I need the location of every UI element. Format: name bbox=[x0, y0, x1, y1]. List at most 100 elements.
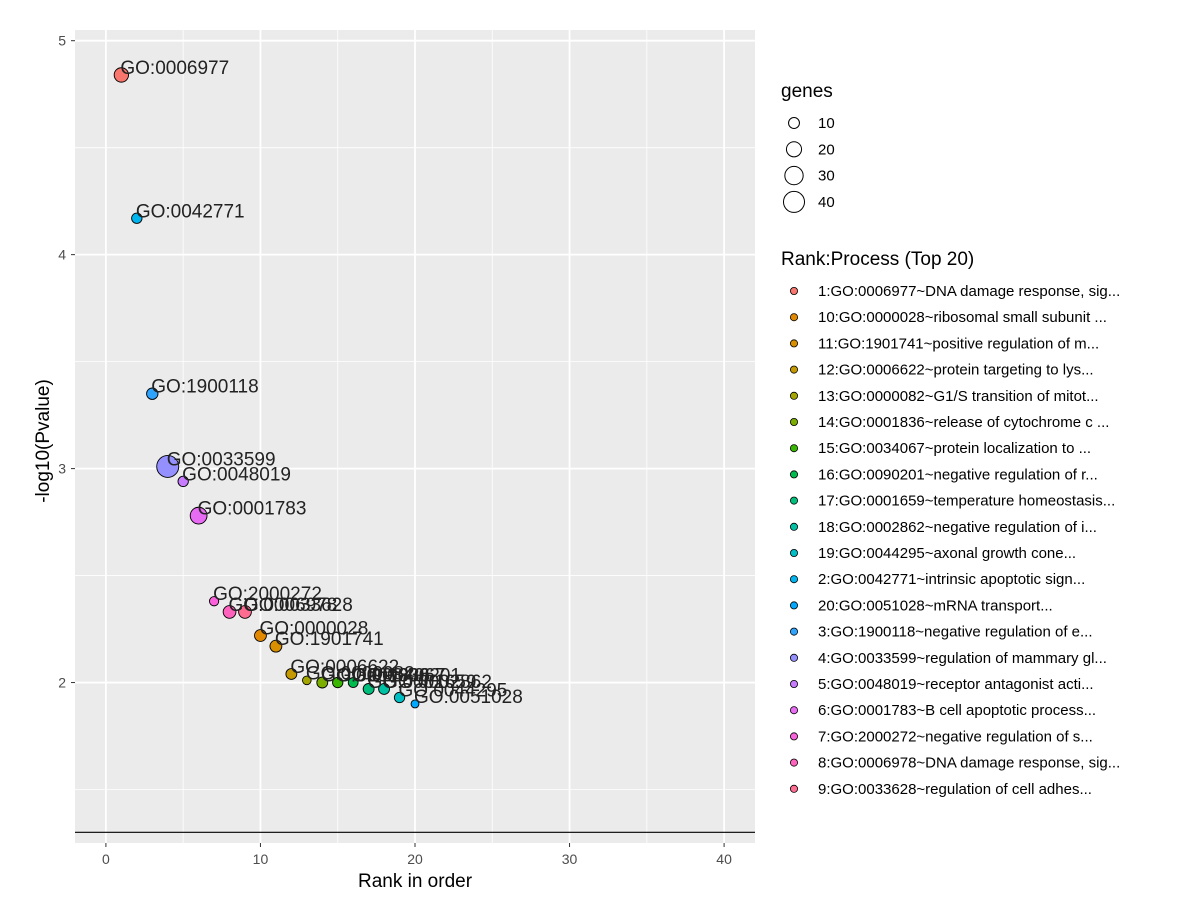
y-tick-label: 5 bbox=[58, 33, 66, 49]
x-tick-label: 40 bbox=[716, 851, 732, 867]
data-point bbox=[238, 605, 252, 619]
legend-color-key bbox=[790, 339, 799, 348]
legend-size-key bbox=[784, 165, 804, 186]
data-point bbox=[177, 475, 189, 488]
legend-color-label: 11:GO:1901741~positive regulation of m..… bbox=[818, 335, 1099, 352]
data-point bbox=[332, 676, 344, 689]
data-point bbox=[410, 699, 420, 709]
data-point bbox=[393, 691, 406, 704]
data-point bbox=[209, 596, 220, 607]
legend-color-key bbox=[790, 627, 799, 636]
legend-color-key bbox=[790, 391, 799, 400]
legend-color-key bbox=[790, 732, 799, 741]
legend-color-key bbox=[790, 286, 799, 295]
legend-genes-size: genes 10 20 30 40 bbox=[781, 81, 835, 213]
legend-color-key bbox=[790, 365, 799, 374]
legend-color-label: 9:GO:0033628~regulation of cell adhes... bbox=[818, 781, 1092, 798]
x-tick-label: 10 bbox=[253, 851, 269, 867]
data-point bbox=[146, 387, 159, 400]
legend-color-key bbox=[790, 496, 799, 505]
y-axis-title: -log10(Pvalue) bbox=[33, 379, 54, 503]
legend-size-key bbox=[785, 141, 803, 158]
legend-color-label: 12:GO:0006622~protein targeting to lys..… bbox=[818, 362, 1094, 379]
data-point bbox=[302, 675, 312, 686]
data-point bbox=[156, 454, 180, 478]
legend-color-key bbox=[790, 417, 799, 426]
legend-color-key bbox=[790, 784, 799, 793]
legend-color-label: 18:GO:0002862~negative regulation of i..… bbox=[818, 519, 1097, 536]
point-label: GO:0033599 bbox=[167, 449, 276, 470]
legend-color-title: Rank:Process (Top 20) bbox=[781, 249, 974, 270]
legend-size-label: 40 bbox=[818, 194, 835, 211]
legend-color-key bbox=[790, 522, 799, 531]
data-point bbox=[285, 668, 298, 680]
legend-color-label: 19:GO:0044295~axonal growth cone... bbox=[818, 545, 1076, 562]
legend-color-label: 14:GO:0001836~release of cytochrome c ..… bbox=[818, 414, 1109, 431]
point-label: GO:0001836 bbox=[321, 666, 430, 687]
data-point bbox=[131, 212, 143, 224]
legend-size-label: 30 bbox=[818, 168, 835, 185]
point-label: GO:2000272 bbox=[213, 584, 322, 605]
x-tick-label: 30 bbox=[562, 851, 578, 867]
data-point bbox=[347, 677, 359, 688]
point-label: GO:0001659 bbox=[368, 672, 477, 693]
legend-color-key bbox=[790, 470, 799, 479]
data-point bbox=[254, 629, 267, 642]
legend-color-key bbox=[790, 706, 799, 715]
data-point bbox=[113, 67, 130, 83]
point-label: GO:0001783 bbox=[198, 499, 307, 520]
legend-color-label: 8:GO:0006978~DNA damage response, sig... bbox=[818, 755, 1120, 772]
legend-color-label: 3:GO:1900118~negative regulation of e... bbox=[818, 624, 1093, 641]
x-axis: 0 10 20 30 40 bbox=[102, 843, 732, 867]
data-point bbox=[269, 639, 283, 653]
legend-color-key bbox=[790, 680, 799, 689]
y-tick-label: 4 bbox=[58, 247, 66, 263]
legend-size-label: 10 bbox=[818, 115, 835, 132]
legend-size-label: 20 bbox=[818, 141, 835, 158]
x-tick-label: 20 bbox=[407, 851, 423, 867]
data-point bbox=[316, 676, 329, 689]
legend-size-key bbox=[782, 190, 806, 213]
legend-size-key bbox=[788, 117, 800, 129]
legend-color-label: 7:GO:2000272~negative regulation of s... bbox=[818, 728, 1093, 745]
point-label: GO:0000082 bbox=[306, 663, 415, 684]
legend-color-label: 6:GO:0001783~B cell apoptotic process... bbox=[818, 702, 1096, 719]
legend-color-label: 4:GO:0033599~regulation of mammary gl... bbox=[818, 650, 1107, 667]
point-label: GO:0044295 bbox=[399, 681, 508, 702]
legend-color-key bbox=[790, 444, 799, 453]
legend-color-label: 20:GO:0051028~mRNA transport... bbox=[818, 597, 1053, 614]
point-labels: GO:0006977 GO:0042771 GO:1900118 GO:0033599… bbox=[120, 58, 522, 708]
point-label: GO:0006622 bbox=[290, 657, 399, 678]
point-label: GO:0042771 bbox=[136, 201, 245, 222]
point-label: GO:0051028 bbox=[414, 687, 523, 708]
point-label: GO:0033628 bbox=[244, 595, 353, 616]
point-label: GO:0034067 bbox=[337, 666, 446, 687]
legend-color-key bbox=[790, 549, 799, 558]
legend-rank-process: Rank:Process (Top 20) 1:GO:0006977~DNA d… bbox=[781, 249, 1120, 798]
point-label: GO:0002862 bbox=[383, 672, 492, 693]
point-label: GO:0006978 bbox=[229, 595, 338, 616]
legend-color-label: 5:GO:0048019~receptor antagonist acti... bbox=[818, 676, 1094, 693]
point-label: GO:0090201 bbox=[352, 666, 461, 687]
point-label: GO:1900118 bbox=[151, 377, 258, 398]
legend-color-label: 2:GO:0042771~intrinsic apoptotic sign... bbox=[818, 571, 1085, 588]
legend-size-title: genes bbox=[781, 81, 833, 102]
data-point bbox=[189, 506, 208, 525]
legend-color-key bbox=[790, 313, 799, 322]
data-points bbox=[113, 67, 420, 709]
legend-color-key bbox=[790, 575, 799, 584]
y-axis: 2 3 4 5 bbox=[58, 33, 75, 691]
data-point bbox=[222, 605, 237, 619]
x-axis-title: Rank in order bbox=[358, 871, 473, 892]
legend-color-label: 15:GO:0034067~protein localization to ..… bbox=[818, 440, 1091, 457]
data-point bbox=[362, 683, 375, 695]
legend-color-key bbox=[790, 653, 799, 662]
legend-color-label: 1:GO:0006977~DNA damage response, sig... bbox=[818, 283, 1120, 300]
y-tick-label: 2 bbox=[58, 675, 66, 691]
point-label: GO:0048019 bbox=[182, 464, 291, 485]
point-label: GO:0000028 bbox=[259, 618, 368, 639]
point-label: GO:1901741 bbox=[275, 629, 384, 650]
x-tick-label: 0 bbox=[102, 851, 110, 867]
data-point bbox=[378, 683, 391, 695]
